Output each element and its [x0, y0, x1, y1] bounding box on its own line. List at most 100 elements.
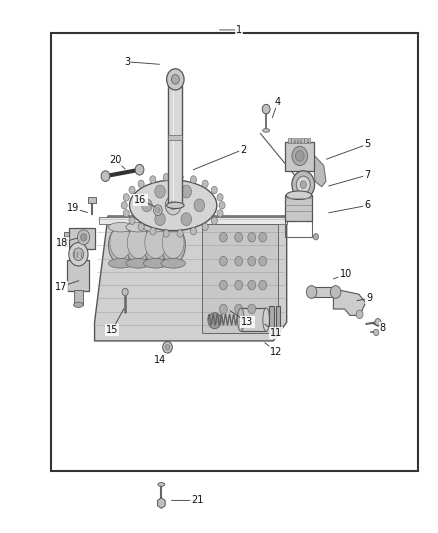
Ellipse shape [161, 222, 185, 232]
Circle shape [217, 193, 223, 201]
Bar [51, 33, 418, 471]
Polygon shape [333, 289, 366, 316]
Text: 7: 7 [364, 170, 371, 180]
Circle shape [202, 180, 208, 188]
Circle shape [81, 233, 87, 241]
Circle shape [165, 196, 181, 215]
Circle shape [211, 186, 217, 193]
Bar [286, 142, 314, 171]
Circle shape [248, 232, 256, 242]
Circle shape [163, 230, 169, 237]
Bar [294, 138, 297, 143]
Circle shape [219, 280, 227, 290]
Circle shape [262, 104, 270, 114]
Bar [168, 86, 182, 205]
Circle shape [153, 205, 162, 215]
Text: 5: 5 [364, 139, 371, 149]
Ellipse shape [74, 302, 83, 308]
Circle shape [155, 185, 165, 198]
Ellipse shape [158, 482, 165, 486]
Circle shape [191, 228, 197, 235]
Ellipse shape [126, 227, 150, 264]
Circle shape [217, 209, 223, 217]
Ellipse shape [144, 227, 168, 264]
Text: 1: 1 [236, 25, 242, 35]
Bar [311, 287, 336, 297]
Text: 20: 20 [109, 155, 121, 165]
Ellipse shape [127, 227, 149, 259]
Circle shape [235, 256, 243, 266]
Bar [67, 260, 89, 292]
Ellipse shape [126, 259, 150, 268]
Circle shape [313, 233, 318, 240]
Circle shape [300, 181, 306, 188]
Circle shape [163, 174, 169, 181]
Circle shape [177, 230, 183, 237]
Polygon shape [95, 216, 287, 341]
Ellipse shape [126, 222, 150, 232]
Text: 8: 8 [380, 322, 386, 333]
Circle shape [177, 174, 183, 181]
Circle shape [170, 201, 177, 209]
Ellipse shape [109, 227, 133, 264]
Circle shape [259, 232, 267, 242]
Bar [201, 224, 278, 333]
Ellipse shape [263, 308, 269, 332]
Text: 9: 9 [367, 293, 373, 303]
Ellipse shape [110, 227, 132, 259]
Circle shape [219, 304, 227, 314]
Circle shape [78, 230, 90, 245]
Bar [298, 138, 300, 143]
Circle shape [138, 223, 144, 231]
Ellipse shape [144, 222, 168, 232]
Bar [74, 290, 83, 305]
Ellipse shape [263, 128, 270, 132]
Circle shape [138, 180, 144, 188]
Circle shape [121, 201, 127, 209]
Circle shape [306, 286, 317, 298]
Text: 18: 18 [56, 238, 68, 247]
Text: 16: 16 [134, 195, 147, 205]
Text: 10: 10 [339, 270, 352, 279]
Bar [64, 232, 71, 246]
Circle shape [181, 213, 191, 225]
Circle shape [122, 288, 128, 296]
Circle shape [150, 228, 156, 235]
Circle shape [202, 223, 208, 231]
Text: 6: 6 [364, 200, 371, 211]
Circle shape [375, 319, 381, 326]
Bar [276, 306, 280, 333]
Bar [291, 138, 294, 143]
Ellipse shape [166, 202, 184, 208]
Circle shape [235, 232, 243, 242]
Circle shape [211, 217, 217, 224]
Ellipse shape [168, 83, 182, 88]
Circle shape [165, 345, 170, 350]
Text: 2: 2 [240, 144, 246, 155]
Circle shape [171, 75, 179, 84]
Circle shape [123, 193, 129, 201]
Circle shape [155, 213, 165, 225]
Bar [88, 197, 96, 203]
Circle shape [219, 232, 227, 242]
Ellipse shape [144, 259, 168, 268]
Bar [286, 195, 312, 221]
Bar [99, 217, 287, 224]
Circle shape [295, 151, 304, 161]
Bar [288, 138, 290, 143]
Circle shape [235, 280, 243, 290]
Circle shape [101, 171, 110, 181]
Text: 13: 13 [241, 317, 254, 327]
Circle shape [248, 304, 256, 314]
Ellipse shape [161, 259, 185, 268]
Text: 11: 11 [270, 328, 282, 338]
Text: 14: 14 [154, 354, 166, 365]
Circle shape [166, 69, 184, 90]
Ellipse shape [237, 308, 244, 332]
Text: 12: 12 [269, 346, 282, 357]
Circle shape [330, 286, 341, 298]
Circle shape [191, 176, 197, 183]
Ellipse shape [162, 227, 184, 259]
Circle shape [292, 147, 307, 165]
Text: 17: 17 [55, 282, 67, 292]
